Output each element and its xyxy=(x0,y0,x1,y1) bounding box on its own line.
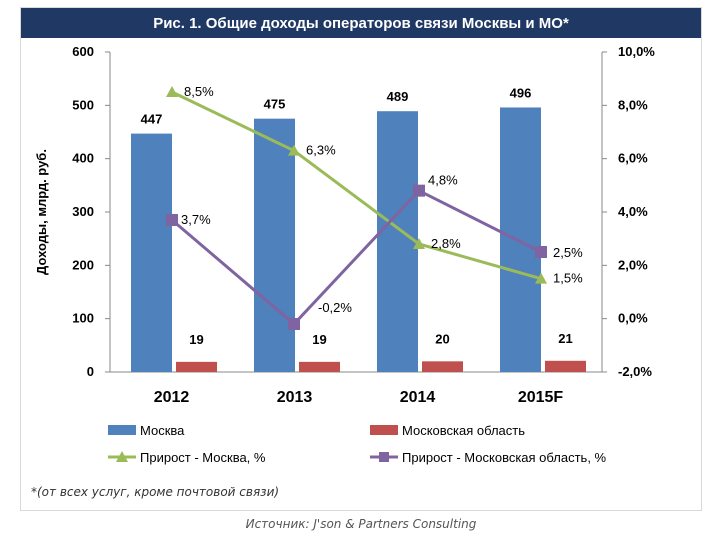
point-marker-triangle xyxy=(288,144,300,156)
y2-tick-label: 4,0% xyxy=(618,204,648,219)
y-tick-label: 200 xyxy=(72,257,94,272)
y-tick-label: 300 xyxy=(72,204,94,219)
bar-region xyxy=(176,361,217,372)
y-tick-label: 500 xyxy=(72,97,94,112)
legend-label: Прирост - Москва, % xyxy=(140,450,266,465)
bar-moscow xyxy=(131,133,172,372)
bar-data-label: 447 xyxy=(141,112,163,127)
legend-label: Москва xyxy=(140,423,185,438)
point-marker-triangle xyxy=(413,238,425,249)
point-marker-square xyxy=(413,184,425,197)
chart: 600 500 400 300 200 100 0 10,0% 8,0% 6,0% 4,0% 2,0%… xyxy=(34,44,655,465)
y-tick-label: 100 xyxy=(72,311,94,326)
point-marker-square xyxy=(288,318,300,330)
footnote: *(от всех услуг, кроме почтовой связи) xyxy=(31,485,280,499)
line-data-label: -0,2% xyxy=(318,300,352,315)
y-tick-label: 600 xyxy=(72,44,94,59)
line-data-label: 1,5% xyxy=(553,271,583,286)
x-tick-label: 2012 xyxy=(154,389,190,406)
y2-tick-label: 0,0% xyxy=(618,311,648,326)
series-line-region-growth xyxy=(171,188,542,327)
legend-label: Прирост - Московская область, % xyxy=(402,450,607,465)
point-marker-square xyxy=(535,246,547,258)
line-data-label: 8,5% xyxy=(184,84,214,99)
x-tick-label: 2014 xyxy=(400,389,436,406)
point-marker-triangle xyxy=(166,86,178,97)
line-data-label: 4,8% xyxy=(428,173,458,188)
bar-data-label: 496 xyxy=(510,85,532,100)
bar-data-label: 20 xyxy=(435,331,449,346)
legend-label: Московская область xyxy=(402,423,525,438)
chart-title: Рис. 1. Общие доходы операторов связи Мо… xyxy=(153,14,569,32)
bar-data-label: 19 xyxy=(189,332,203,347)
bar-data-label: 19 xyxy=(312,332,326,347)
legend-swatch xyxy=(370,425,398,435)
line-data-label: 3,7% xyxy=(181,212,211,227)
bar-moscow xyxy=(500,107,541,372)
x-tick-label: 2013 xyxy=(277,389,313,406)
line-data-label: 2,8% xyxy=(431,236,461,251)
y2-tick-label: -2,0% xyxy=(618,364,652,379)
legend-marker-triangle xyxy=(116,451,128,462)
legend-swatch xyxy=(108,425,136,435)
bar-data-label: 489 xyxy=(387,89,409,104)
y-tick-label: 0 xyxy=(87,364,94,379)
y2-tick-label: 2,0% xyxy=(618,257,648,272)
series-line-moscow-growth xyxy=(171,90,542,281)
y2-tick-label: 10,0% xyxy=(618,44,655,59)
bar-data-label: 475 xyxy=(264,97,286,112)
y-axis-title: Доходы, млрд. руб. xyxy=(34,149,49,275)
bar-region xyxy=(422,361,463,372)
bar-moscow xyxy=(377,111,418,372)
bar-region xyxy=(299,361,340,372)
y2-tick-label: 8,0% xyxy=(618,97,648,112)
bar-data-label: 21 xyxy=(558,331,572,346)
bar-moscow xyxy=(254,118,295,373)
line-data-label: 2,5% xyxy=(553,245,583,260)
line-data-label: 6,3% xyxy=(306,143,336,158)
point-marker-triangle xyxy=(535,272,547,284)
legend-marker-square xyxy=(379,452,389,462)
x-tick-label: 2015F xyxy=(518,389,564,406)
y2-tick-label: 6,0% xyxy=(618,151,648,166)
point-marker-square xyxy=(166,214,178,226)
title-bar: Рис. 1. Общие доходы операторов связи Мо… xyxy=(21,8,701,38)
bar-region xyxy=(545,360,586,372)
source-note: Источник: J'son & Partners Consulting xyxy=(245,517,477,531)
y-tick-label: 400 xyxy=(72,151,94,166)
